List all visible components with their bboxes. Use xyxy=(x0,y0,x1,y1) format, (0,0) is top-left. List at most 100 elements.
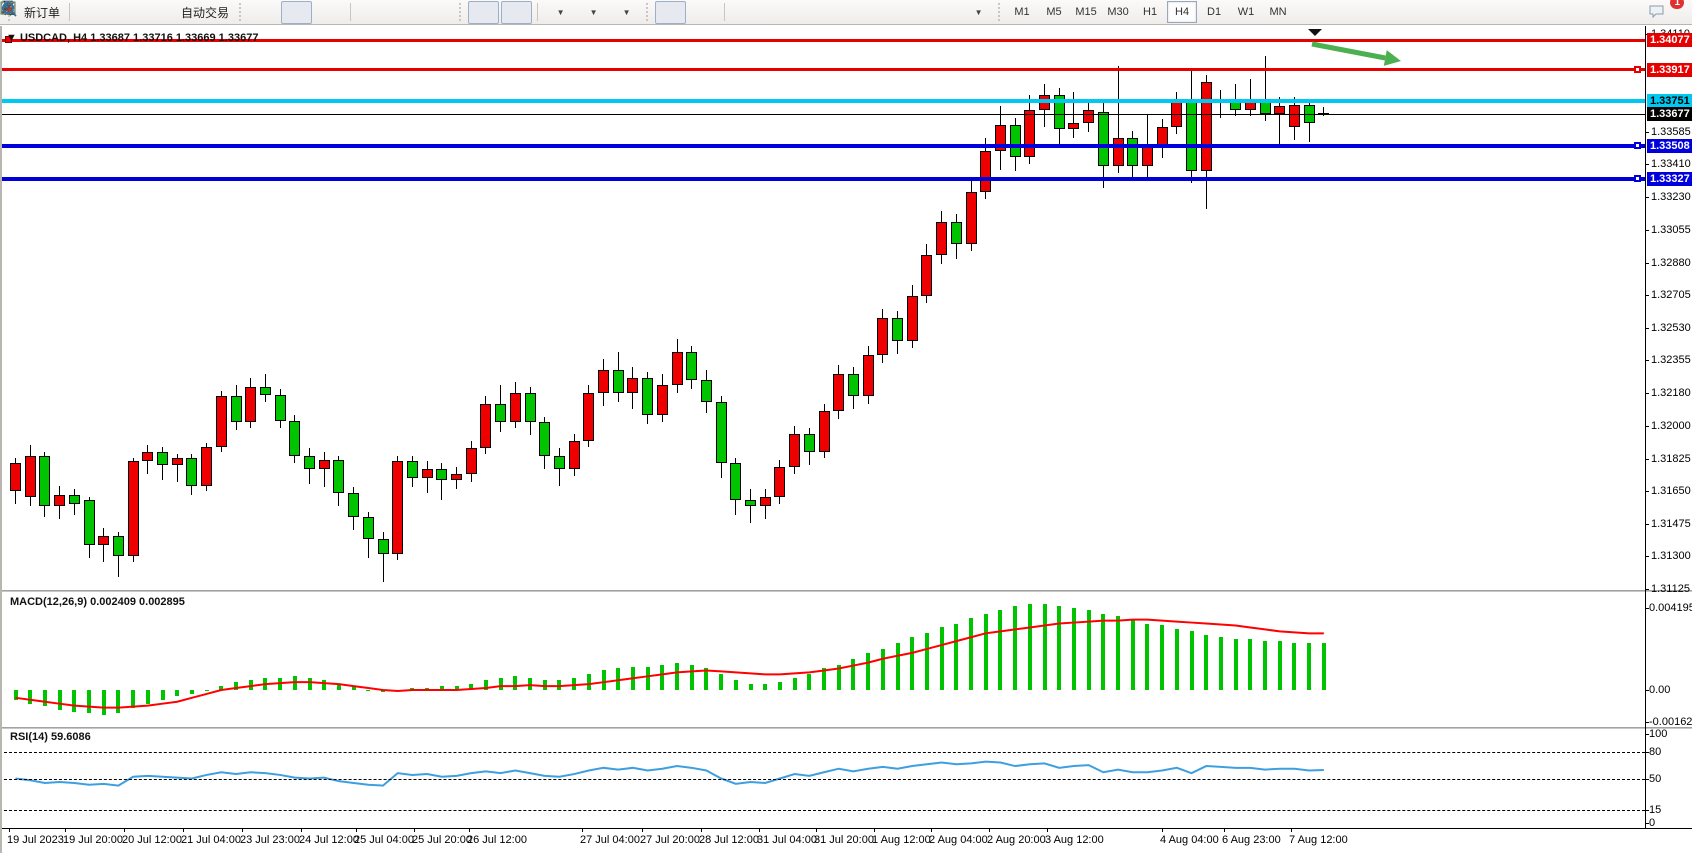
candle xyxy=(612,370,624,393)
toolbar-grip[interactable] xyxy=(645,3,651,21)
dropdown-caret: ▼ xyxy=(622,7,631,17)
timeframe-m30-button[interactable]: M30 xyxy=(1107,6,1129,18)
timeframe-w1-button[interactable]: W1 xyxy=(1237,6,1255,18)
candle xyxy=(112,535,124,557)
arrows-tool-button[interactable]: ▼ xyxy=(3,1,992,24)
line-anchor-square[interactable] xyxy=(5,36,12,44)
candle xyxy=(715,401,727,464)
candle xyxy=(980,151,992,192)
text-label-tool-button[interactable]: T xyxy=(1,1,959,24)
toolbar-grip[interactable] xyxy=(997,3,1003,21)
text-tool-button[interactable]: A xyxy=(4,1,926,24)
candle xyxy=(1009,125,1021,157)
macd-histogram-bar xyxy=(1013,605,1018,690)
macd-histogram-bar xyxy=(895,643,900,690)
tile-windows-button[interactable] xyxy=(0,1,453,24)
macd-histogram-bar xyxy=(704,668,709,690)
line-anchor-square[interactable] xyxy=(1634,175,1641,183)
line-anchor-square[interactable] xyxy=(1634,141,1641,149)
cursor-tool-button[interactable] xyxy=(4,0,687,24)
candle-wick xyxy=(382,532,384,583)
toolbar-grip[interactable] xyxy=(458,3,464,21)
timeframe-h1-button[interactable]: H1 xyxy=(1143,6,1158,18)
candle xyxy=(1288,104,1300,127)
dropdown-caret: ▼ xyxy=(974,7,983,17)
vertical-line-tool-button[interactable] xyxy=(7,1,761,24)
macd-histogram-bar xyxy=(234,682,238,690)
templates-button[interactable]: ▼ xyxy=(0,1,640,24)
timeframe-d1-button[interactable]: D1 xyxy=(1207,6,1222,18)
chart-shift-marker[interactable] xyxy=(1308,29,1322,36)
candle xyxy=(465,448,477,475)
trend-arrow-shaft xyxy=(1311,41,1386,61)
timeframe-mn-button[interactable]: MN xyxy=(1269,6,1287,18)
auto-trading-button[interactable]: 自动交易 xyxy=(1,1,233,24)
candle xyxy=(656,385,668,415)
macd-histogram-bar xyxy=(1307,643,1312,690)
time-tick xyxy=(816,828,817,832)
signals-button[interactable] xyxy=(2,1,172,24)
pane-separator[interactable] xyxy=(2,590,1692,592)
new-order-button[interactable]: 新订单 xyxy=(2,0,64,24)
time-label: 1 Aug 12:00 xyxy=(872,834,931,846)
candle-wick xyxy=(323,452,325,488)
zoom-in-button[interactable] xyxy=(2,1,387,24)
trendline-tool-button[interactable] xyxy=(1,1,827,24)
horizontal-line-1.34077[interactable] xyxy=(2,38,1645,42)
market-watch-button[interactable] xyxy=(2,1,106,24)
bar-chart-mode-button[interactable] xyxy=(1,1,279,24)
price-tick-label: 1.32000 xyxy=(1651,420,1691,433)
time-label: 19 Jul 2023 xyxy=(7,834,64,846)
candle xyxy=(230,396,242,423)
candle xyxy=(833,374,845,412)
auto-scroll-button[interactable] xyxy=(1,0,500,24)
macd-histogram-bar xyxy=(336,684,341,690)
horizontal-line-1.33751[interactable] xyxy=(2,98,1645,103)
timeframe-m5-button[interactable]: M5 xyxy=(1046,6,1062,18)
price-tick xyxy=(1645,230,1649,232)
channel-tool-button[interactable]: E xyxy=(0,1,860,24)
horizontal-line-1.33917[interactable] xyxy=(2,68,1645,72)
time-axis-border[interactable] xyxy=(2,828,1692,829)
candle xyxy=(700,379,712,402)
timeframe-h4-button[interactable]: H4 xyxy=(1167,1,1198,23)
candle xyxy=(259,387,271,395)
pane-separator[interactable] xyxy=(2,727,1692,729)
macd-histogram-bar xyxy=(322,680,327,690)
price-tick-label: 1.33410 xyxy=(1651,158,1691,171)
trend-arrow-head xyxy=(1383,50,1401,66)
time-label: 25 Jul 20:00 xyxy=(412,834,472,846)
macd-histogram-bar xyxy=(792,678,797,690)
notifications-button[interactable]: 1 xyxy=(1647,0,1684,24)
zoom-out-button[interactable] xyxy=(2,1,420,24)
horizontal-line-1.33327[interactable] xyxy=(2,177,1645,182)
price-tick-label: 1.31300 xyxy=(1651,550,1691,563)
toolbar-grip[interactable] xyxy=(238,3,244,21)
horizontal-line-tool-button[interactable] xyxy=(1,1,794,24)
rsi-scale-label: 15 xyxy=(1649,803,1662,816)
strategy-tester-button[interactable] xyxy=(1,0,139,24)
timeframe-m1-button[interactable]: M1 xyxy=(1014,6,1030,18)
fibonacci-tool-button[interactable]: F xyxy=(1,1,893,24)
chart-shift-button[interactable] xyxy=(1,0,533,24)
chat-bubble-icon xyxy=(1649,5,1664,18)
indicators-button[interactable]: ▼ xyxy=(0,1,574,24)
line-anchor-square[interactable] xyxy=(1634,65,1641,73)
time-tick xyxy=(989,828,990,832)
timeframe-m15-button[interactable]: M15 xyxy=(1075,6,1097,18)
candle xyxy=(1274,106,1286,114)
candlestick-mode-button[interactable] xyxy=(2,0,313,24)
macd-tick xyxy=(1645,608,1649,609)
macd-histogram-bar xyxy=(1160,625,1165,690)
horizontal-line-1.33508[interactable] xyxy=(2,143,1645,148)
search-button[interactable] xyxy=(2,1,1637,24)
periods-button[interactable]: ▼ xyxy=(1,1,607,24)
candle xyxy=(142,452,154,462)
macd-histogram-bar xyxy=(145,690,150,704)
line-chart-mode-button[interactable] xyxy=(0,1,345,24)
price-tick xyxy=(1645,556,1649,558)
rsi-level-50 xyxy=(4,778,1645,780)
price-badge-1.33508: 1.33508 xyxy=(1647,138,1692,153)
price-tick xyxy=(1645,426,1649,428)
crosshair-tool-button[interactable] xyxy=(1,1,719,24)
